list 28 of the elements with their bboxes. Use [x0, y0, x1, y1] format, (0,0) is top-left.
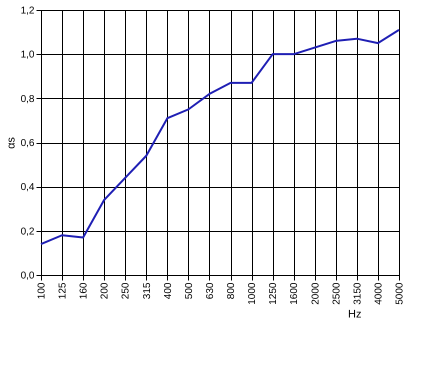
x-tick-label: 500 [184, 282, 195, 300]
y-tick-label: 0,0 [20, 270, 35, 282]
x-tick-label: 5000 [394, 282, 406, 305]
x-tick-label: 1600 [289, 282, 300, 305]
y-tick-label: 0,4 [20, 182, 35, 194]
x-tick-label: 4000 [373, 282, 384, 305]
y-axis-title: αs [6, 136, 18, 149]
x-tick-label: 1000 [247, 282, 258, 305]
x-tick-label: 315 [142, 282, 153, 300]
x-tick-label: 100 [36, 282, 48, 300]
x-axis-title: Hz [348, 308, 362, 321]
y-tick-label: 1,2 [20, 6, 35, 16]
x-tick-label: 3150 [352, 282, 364, 305]
x-tick-label: 2000 [310, 282, 322, 305]
x-tick-label: 400 [162, 282, 174, 300]
x-tick-label: 250 [120, 282, 132, 300]
x-tick-label: 200 [100, 282, 111, 300]
x-tick-label: 1250 [268, 282, 280, 305]
x-tick-label: 160 [78, 282, 90, 300]
y-tick-label: 0,8 [20, 94, 35, 105]
x-tick-label: 2500 [331, 282, 342, 305]
x-tick-label: 125 [58, 282, 69, 300]
y-tick-label: 1,0 [20, 50, 35, 61]
y-tick-label: 0,6 [20, 138, 35, 149]
y-tick-label: 0,2 [20, 226, 35, 238]
x-tick-label: 800 [226, 282, 238, 300]
line-series [40, 28, 400, 246]
x-tick-label: 630 [204, 282, 216, 300]
